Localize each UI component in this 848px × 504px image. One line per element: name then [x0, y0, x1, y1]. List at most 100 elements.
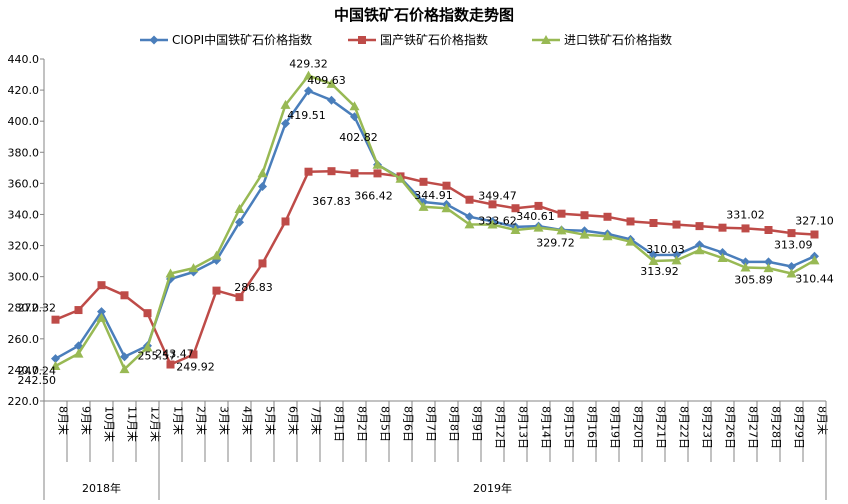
x-category-label: 8月14日 [540, 406, 553, 449]
y-tick-label: 400.0 [8, 115, 40, 128]
x-category-label: 8月28日 [770, 406, 783, 449]
data-label: 329.72 [536, 236, 575, 249]
legend-label: 进口铁矿石价格指数 [564, 32, 672, 47]
x-category-label: 8月20日 [632, 406, 645, 449]
data-point [280, 99, 291, 109]
y-tick-label: 440.0 [8, 53, 40, 66]
data-label: 402.82 [339, 131, 378, 144]
data-point [718, 248, 727, 258]
data-point [51, 354, 60, 364]
y-tick-label: 340.0 [8, 208, 40, 221]
data-point [625, 236, 636, 246]
data-point [73, 348, 84, 358]
y-tick-label: 260.0 [8, 333, 40, 346]
data-point [487, 219, 498, 229]
data-point [717, 252, 728, 262]
data-point [510, 225, 521, 234]
series-3 [50, 70, 820, 374]
data-point [350, 169, 359, 178]
data-point [695, 222, 704, 231]
data-point [649, 250, 658, 260]
data-point [120, 352, 129, 362]
y-tick-label: 380.0 [8, 146, 40, 159]
data-point [809, 255, 820, 265]
x-category-label: 4月末 [241, 406, 255, 435]
x-category-label: 7月末 [310, 406, 324, 435]
data-point [740, 262, 751, 272]
data-point [97, 307, 106, 317]
data-point [764, 226, 773, 234]
data-point [235, 293, 244, 302]
data-point [442, 181, 451, 190]
data-label: 305.89 [734, 273, 773, 286]
data-point [51, 315, 60, 324]
data-point [695, 240, 704, 250]
y-tick-label: 420.0 [8, 84, 40, 97]
x-category-label: 6月末 [287, 406, 301, 435]
data-point [741, 257, 750, 267]
data-point [166, 360, 175, 369]
series-1 [51, 86, 819, 364]
data-point [787, 229, 796, 238]
data-label: 255.57 [138, 350, 177, 363]
x-category-label: 1月末 [172, 406, 186, 435]
legend-label: 国产铁矿石价格指数 [380, 32, 488, 47]
data-point [603, 212, 612, 221]
data-point [534, 201, 543, 210]
data-label: 249.92 [176, 360, 215, 373]
data-point [671, 255, 682, 265]
data-point [649, 219, 658, 228]
x-category-label: 8月末 [57, 406, 71, 435]
data-point [189, 350, 198, 359]
y-tick-label: 320.0 [8, 240, 40, 253]
data-point [281, 217, 290, 226]
data-point [327, 95, 336, 105]
x-category-label: 8月19日 [609, 406, 622, 449]
data-point [579, 229, 590, 239]
series-line [55, 169, 815, 366]
data-label: 367.83 [312, 195, 351, 208]
data-point [142, 342, 153, 352]
data-point [810, 230, 819, 239]
data-labels: 247.24 255.57 419.51 402.82 340.61 313.92 313.… [18, 58, 834, 387]
data-point [165, 268, 176, 278]
data-point [626, 217, 635, 226]
x-category-label: 10月末 [103, 406, 117, 442]
data-point [718, 223, 727, 232]
data-label: 313.92 [640, 265, 679, 278]
y-tick-label: 220.0 [8, 395, 40, 408]
series-line [54, 74, 816, 371]
year-group-label: 2019年 [473, 481, 512, 495]
x-category-label: 8月5日 [379, 406, 392, 442]
legend-item-3: 进口铁矿石价格指数 [532, 32, 672, 47]
data-point [304, 86, 313, 96]
data-point [741, 224, 750, 233]
data-point [464, 219, 475, 229]
data-point [441, 203, 452, 213]
data-point [672, 220, 681, 229]
data-label: 331.02 [726, 208, 765, 221]
data-point [694, 245, 705, 255]
data-point [465, 212, 474, 222]
data-point [418, 201, 429, 211]
x-category-label: 8月7日 [425, 406, 438, 442]
data-point [786, 268, 797, 278]
y-tick-label: 240.0 [8, 364, 40, 377]
data-point [50, 361, 61, 371]
data-label: 333.62 [478, 214, 517, 227]
data-point [419, 177, 428, 186]
x-category-label: 8月29日 [793, 406, 806, 449]
data-point [511, 204, 520, 213]
y-tick-label: 280.0 [8, 302, 40, 315]
data-point [97, 281, 106, 290]
x-category-label: 8月6日 [402, 406, 415, 442]
data-point [143, 309, 152, 318]
data-point [465, 195, 474, 204]
data-label: 429.32 [289, 58, 328, 71]
data-label: 272.32 [18, 302, 57, 315]
data-point [488, 200, 497, 209]
data-point [212, 286, 221, 295]
data-label: 327.10 [795, 215, 834, 228]
